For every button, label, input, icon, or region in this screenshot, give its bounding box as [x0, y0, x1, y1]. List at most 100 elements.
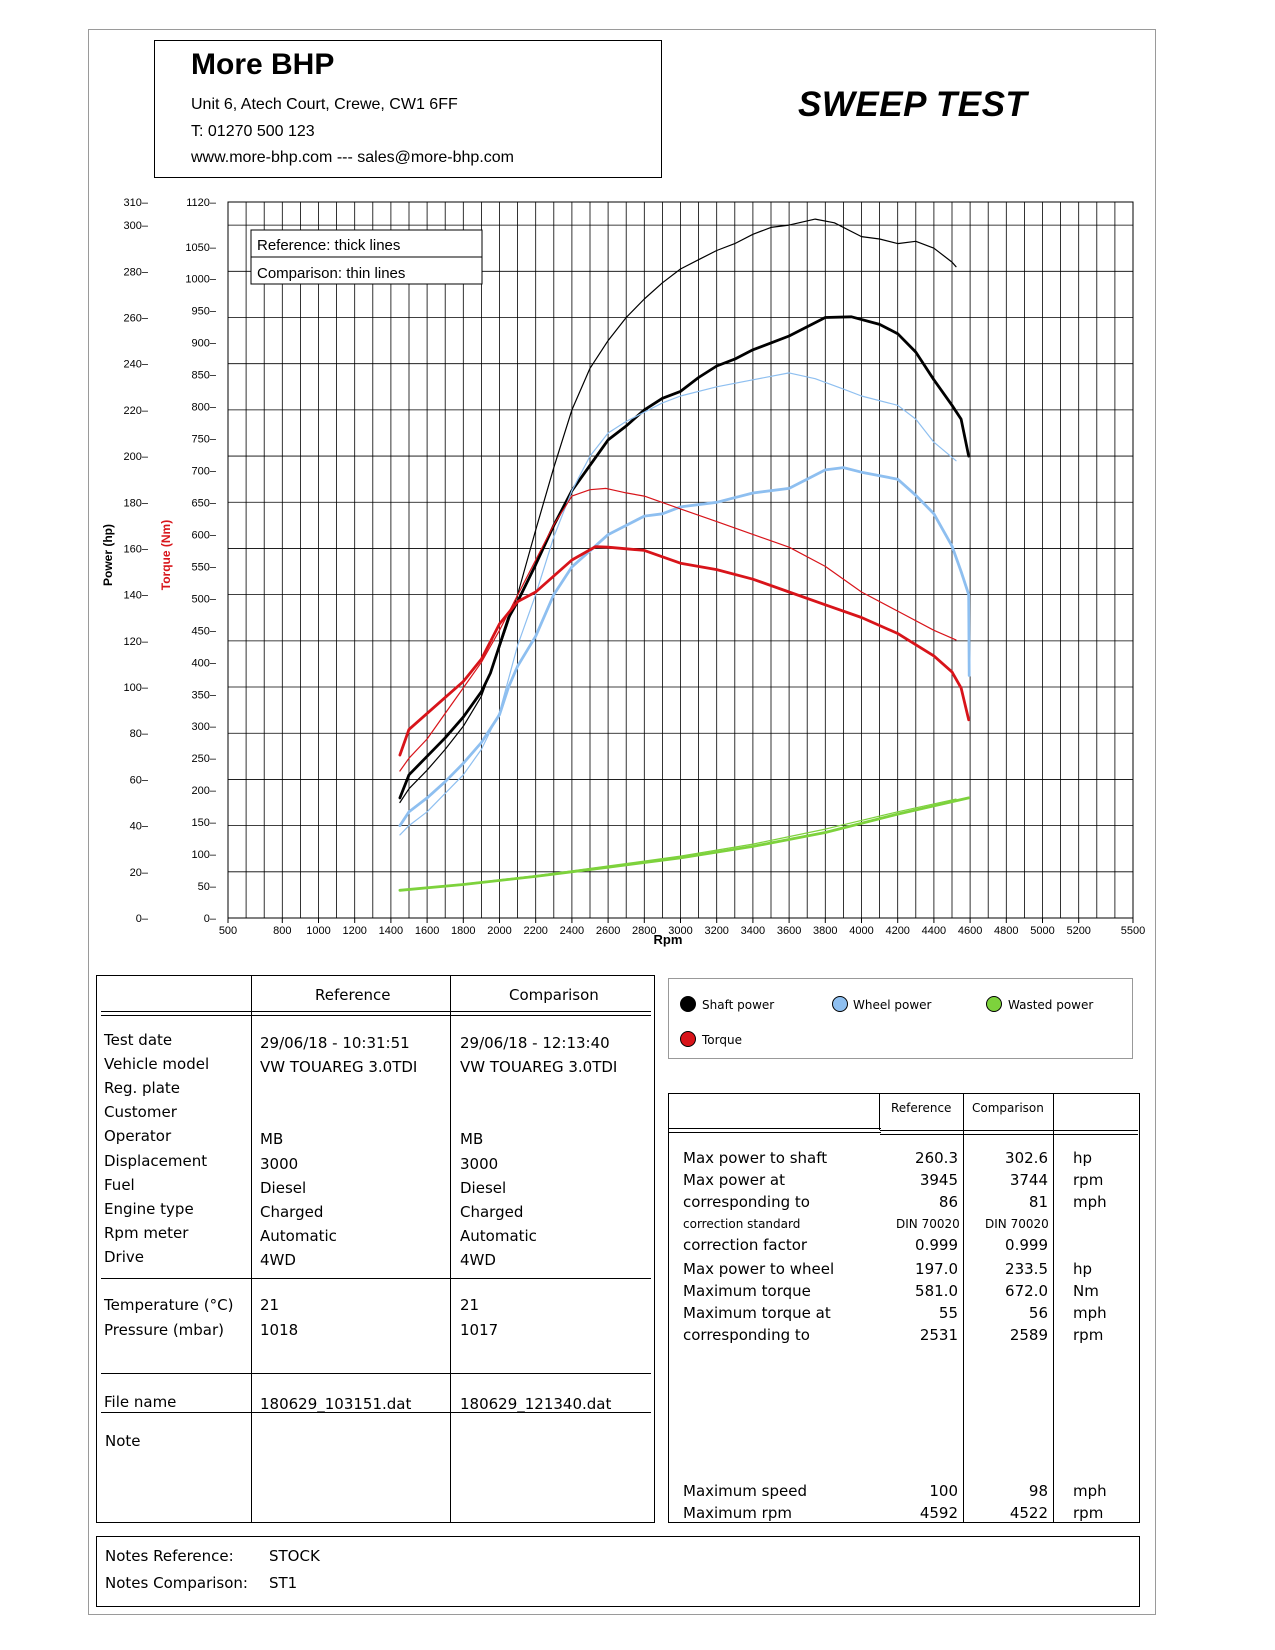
result-unit: mph — [1073, 1482, 1107, 1500]
company-phone: T: 01270 500 123 — [191, 123, 315, 140]
file-name-label: File name — [104, 1393, 177, 1411]
rpm-tick-label: 4800 — [994, 925, 1018, 937]
info-label: Rpm meter — [104, 1223, 189, 1242]
result-value-comparison: 98 — [1028, 1482, 1048, 1500]
info-label: Vehicle model — [104, 1055, 210, 1074]
info-value-comparison: 29/06/18 - 12:13:40 — [460, 1034, 610, 1052]
result-value-reference: 197.0 — [915, 1260, 958, 1278]
result-label: correction standard — [683, 1217, 801, 1231]
power-tick-label: 140– — [124, 590, 149, 602]
result-unit: rpm — [1073, 1171, 1104, 1189]
torque-tick-label: 1050– — [185, 242, 216, 254]
result-value-comparison: 672.0 — [1005, 1282, 1048, 1300]
info-label: Test date — [104, 1031, 173, 1049]
rpm-tick-label: 4200 — [885, 925, 909, 937]
info-value-reference: 29/06/18 - 10:31:51 — [260, 1034, 410, 1052]
power-tick-label: 80– — [130, 728, 149, 740]
torque-tick-label: 850– — [192, 370, 217, 382]
info-label: Pressure (mbar) — [104, 1321, 225, 1339]
report-sheet — [88, 29, 1156, 1615]
shaft-power-marker — [680, 996, 696, 1012]
power-tick-label: 40– — [130, 821, 149, 833]
result-value-comparison: 233.5 — [1005, 1260, 1048, 1278]
result-value-comparison: 81 — [1028, 1193, 1048, 1211]
info-value-comparison: Charged — [460, 1202, 524, 1221]
power-tick-label: 0– — [136, 913, 149, 925]
result-unit: rpm — [1073, 1504, 1104, 1522]
result-unit: rpm — [1073, 1326, 1104, 1344]
notes-comparison-value: ST1 — [269, 1574, 298, 1592]
file-name-comparison: 180629_121340.dat — [460, 1395, 612, 1413]
info-value-comparison: VW TOUAREG 3.0TDI — [460, 1058, 618, 1077]
rpm-tick-label: 3200 — [704, 925, 728, 937]
result-value-reference: 4592 — [919, 1504, 958, 1522]
result-label: Maximum torque — [683, 1282, 811, 1300]
info-label: Displacement — [104, 1151, 208, 1170]
rpm-tick-label: 3000 — [668, 925, 692, 937]
torque-tick-label: 500– — [192, 593, 217, 605]
info-label: Drive — [104, 1247, 144, 1266]
file-name-reference: 180629_103151.dat — [260, 1395, 412, 1413]
rpm-tick-label: 4600 — [958, 925, 982, 937]
rpm-tick-label: 2200 — [523, 925, 547, 937]
page-title: SWEEP TEST — [798, 85, 1028, 124]
info-value-comparison: 21 — [460, 1296, 480, 1314]
info-value-reference: MB — [260, 1130, 284, 1149]
torque-tick-label: 650– — [192, 497, 217, 509]
vehicle-info-table — [96, 975, 655, 1523]
torque-tick-label: 950– — [192, 306, 217, 318]
torque-reference-line — [398, 545, 971, 757]
result-value-comparison: DIN 70020 — [985, 1217, 1049, 1231]
info-value-reference: VW TOUAREG 3.0TDI — [260, 1058, 418, 1077]
result-value-reference: 86 — [938, 1193, 958, 1211]
y-axis-power-label: Power (hp) — [101, 524, 115, 586]
result-value-comparison: 56 — [1028, 1304, 1048, 1322]
torque-tick-label: 50– — [198, 881, 217, 893]
rpm-tick-label: 3400 — [741, 925, 765, 937]
info-value-reference: Diesel — [260, 1178, 307, 1197]
power-tick-label: 280– — [124, 266, 149, 278]
torque-tick-label: 150– — [192, 817, 217, 829]
power-tick-label: 310– — [124, 197, 149, 209]
rpm-tick-label: 5000 — [1030, 925, 1054, 937]
legend-wheel-power: Wheel power — [853, 998, 932, 1012]
torque-tick-label: 450– — [192, 625, 217, 637]
rpm-tick-label: 4400 — [922, 925, 946, 937]
info-col-comparison: Comparison — [509, 986, 599, 1004]
result-label: corresponding to — [683, 1193, 810, 1211]
legend-wasted-power: Wasted power — [1008, 998, 1094, 1012]
result-label: Max power to wheel — [683, 1260, 835, 1278]
result-value-reference: 0.999 — [915, 1236, 958, 1254]
wasted-power-marker — [986, 996, 1002, 1012]
power-tick-label: 200– — [124, 451, 149, 463]
legend-comparison-lines: Comparison: thin lines — [257, 265, 405, 282]
legend-torque: Torque — [702, 1033, 742, 1047]
company-web: www.more-bhp.com --- sales@more-bhp.com — [191, 149, 514, 166]
wheel-power-comparison-line — [399, 372, 957, 836]
result-label: Maximum speed — [683, 1482, 807, 1500]
note-label: Note — [105, 1432, 141, 1450]
notes-comparison-label: Notes Comparison: — [105, 1574, 248, 1592]
info-label: Operator — [104, 1127, 172, 1146]
rpm-tick-label: 2600 — [596, 925, 620, 937]
torque-comparison-line — [399, 487, 957, 772]
results-table — [668, 1093, 1140, 1523]
rpm-tick-label: 5200 — [1066, 925, 1090, 937]
info-value-reference: Automatic — [260, 1226, 337, 1245]
info-label: Engine type — [104, 1199, 194, 1218]
result-value-reference: 3945 — [919, 1171, 958, 1189]
y-axis-torque-label: Torque (Nm) — [159, 520, 173, 590]
legend-reference-lines: Reference: thick lines — [257, 237, 400, 254]
rpm-tick-label: 3600 — [777, 925, 801, 937]
rpm-tick-label: 500 — [219, 925, 237, 937]
chart-x-axis: 500 800 1000 1200 1400 1600 1800 2000 2200 2400 26… — [219, 918, 1145, 937]
torque-tick-label: 700– — [192, 466, 217, 478]
power-tick-label: 260– — [124, 312, 149, 324]
info-value-comparison: Diesel — [460, 1178, 507, 1197]
info-value-comparison: 4WD — [460, 1250, 496, 1269]
dyno-chart: 0– 20– 40– 60– 80– 100– 120– 140– 160– 180– 200– 22… — [101, 197, 1145, 947]
result-label: Maximum torque at — [683, 1304, 831, 1322]
info-value-reference: 3000 — [260, 1154, 299, 1173]
rpm-tick-label: 1600 — [415, 925, 439, 937]
chart-series — [398, 218, 971, 892]
